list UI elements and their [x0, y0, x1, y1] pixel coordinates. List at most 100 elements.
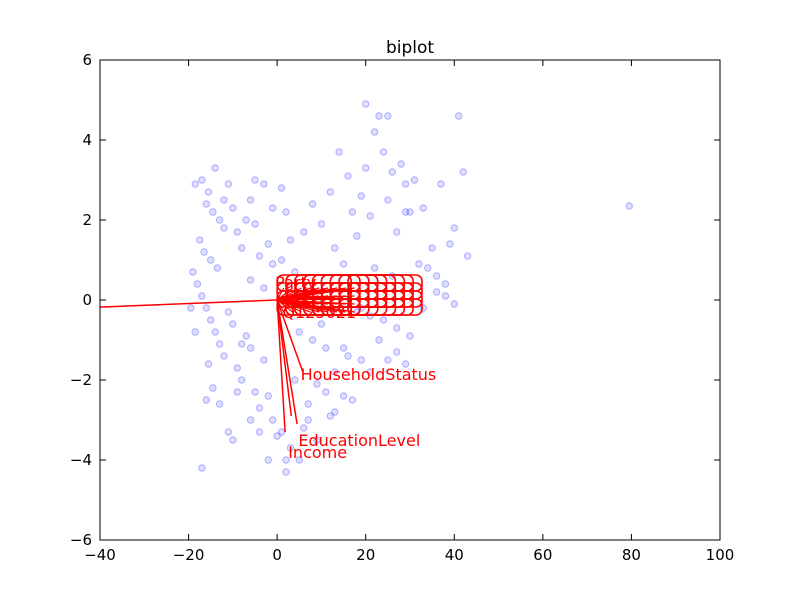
scatter-point	[308, 200, 317, 208]
scatter-point	[370, 128, 379, 136]
scatter-point	[255, 428, 264, 436]
loading-vector	[276, 299, 304, 373]
scatter-point	[397, 160, 405, 168]
loading-vector	[276, 287, 285, 301]
chart-title: biplot	[386, 38, 434, 58]
scatter-point	[379, 316, 388, 324]
y-tick-label: 4	[82, 131, 92, 149]
loading-vector	[276, 299, 293, 417]
scatter-point	[317, 220, 326, 228]
scatter-point	[220, 352, 228, 360]
loading-vector	[277, 299, 355, 305]
y-tick-label: 6	[82, 51, 92, 69]
scatter-point	[437, 180, 445, 188]
scatter-point	[463, 252, 472, 260]
scatter-point	[209, 384, 217, 392]
scatter-point	[200, 248, 208, 256]
scatter-point	[450, 300, 458, 308]
scatter-point	[625, 202, 633, 210]
scatter-point	[255, 404, 264, 412]
loading-vector	[276, 299, 298, 425]
scatter-point	[357, 192, 365, 200]
scatter-point	[246, 344, 255, 352]
x-tick-label: 40	[445, 546, 464, 564]
scatter-point	[313, 436, 321, 444]
scatter-point	[291, 376, 299, 384]
x-tick-label: 0	[272, 546, 282, 564]
scatter-point	[202, 200, 210, 208]
scatter-point	[326, 188, 334, 196]
scatter-point	[300, 228, 308, 236]
scatter-point	[295, 456, 303, 464]
scatter-point	[322, 388, 330, 396]
vector-label: Income	[288, 443, 347, 462]
scatter-point	[215, 400, 224, 408]
scatter-point	[251, 388, 259, 396]
scatter-point	[220, 224, 228, 232]
cluster-label-top: Party	[275, 273, 316, 292]
scatter-point	[242, 332, 250, 340]
scatter-point	[207, 316, 215, 324]
loading-vector	[277, 295, 355, 301]
scatter-point	[220, 196, 228, 204]
scatter-point	[264, 392, 272, 400]
scatter-point	[459, 168, 467, 176]
scatter-point	[353, 232, 361, 240]
scatter-point	[233, 388, 241, 396]
scatter-point	[229, 204, 237, 212]
scatter-point	[195, 236, 204, 244]
scatter-point	[370, 264, 379, 272]
scatter-point	[204, 360, 213, 368]
scatter-point	[264, 240, 272, 248]
scatter-point	[282, 208, 290, 216]
scatter-point	[339, 344, 348, 352]
scatter-point	[304, 416, 312, 424]
scatter-point	[233, 364, 241, 372]
x-tick-label: 80	[622, 546, 641, 564]
scatter-point	[384, 196, 392, 204]
scatter-point	[286, 444, 295, 452]
scatter-point	[357, 356, 365, 364]
scatter-point	[366, 212, 374, 220]
scatter-point	[215, 216, 224, 224]
scatter-point	[331, 408, 339, 416]
scatter-point	[366, 368, 374, 376]
scatter-point	[441, 292, 450, 300]
scatter-point	[304, 400, 312, 408]
scatter-point	[273, 432, 281, 440]
scatter-point	[286, 236, 295, 244]
scatter-point	[189, 268, 197, 276]
scatter-point	[344, 352, 352, 360]
scatter-point	[295, 328, 303, 336]
scatter-point	[362, 164, 370, 172]
scatter-point	[362, 100, 370, 108]
scatter-point	[251, 220, 259, 228]
scatter-point	[308, 336, 317, 344]
scatter-point	[224, 180, 233, 188]
vector-label: HouseholdStatus	[301, 365, 437, 384]
scatter-point	[446, 240, 454, 248]
scatter-point	[406, 332, 414, 340]
scatter-point	[187, 304, 195, 312]
x-tick-label: −40	[84, 546, 116, 564]
scatter-point	[317, 320, 326, 328]
overlapping-label-glyph	[347, 274, 423, 292]
scatter-point	[213, 264, 222, 272]
scatter-point	[246, 416, 255, 424]
y-tick-label: 0	[82, 291, 92, 309]
scatter-point	[191, 328, 199, 336]
scatter-point	[335, 148, 343, 156]
cluster-label-bottom: Q125021	[282, 303, 356, 322]
scatter-point	[455, 112, 463, 120]
scatter-point	[450, 224, 458, 232]
scatter-point	[211, 328, 219, 336]
scatter-point	[393, 348, 401, 356]
y-tick-label: −6	[70, 531, 92, 549]
loading-vector	[276, 299, 286, 433]
scatter-point	[229, 436, 237, 444]
scatter-point	[198, 176, 206, 184]
scatter-point	[198, 292, 206, 300]
scatter-point	[246, 276, 255, 284]
scatter-point	[255, 252, 264, 260]
